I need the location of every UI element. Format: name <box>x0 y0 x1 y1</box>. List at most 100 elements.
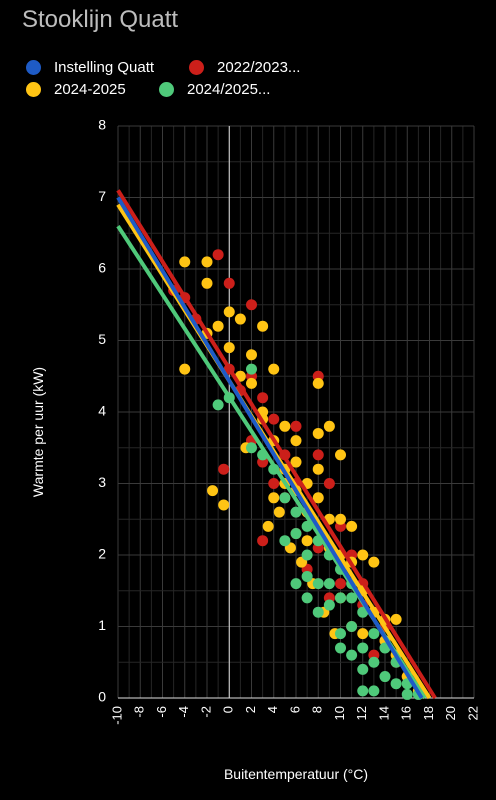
data-point <box>268 363 280 375</box>
data-point <box>218 463 230 475</box>
legend-item-2024-2025-dots[interactable]: 2024/2025... <box>159 80 270 100</box>
data-point <box>273 506 285 518</box>
data-point <box>312 492 324 504</box>
data-point <box>223 306 235 318</box>
data-point <box>290 420 302 432</box>
data-point <box>212 399 224 411</box>
data-point <box>246 299 257 311</box>
data-point <box>368 628 380 640</box>
legend-item-2024-2025[interactable]: 2024-2025 <box>26 80 126 100</box>
data-point <box>268 478 280 489</box>
x-tick-label: 14 <box>376 706 391 720</box>
data-point <box>323 578 335 590</box>
data-point <box>401 688 413 700</box>
data-point <box>312 463 324 475</box>
y-tick-label: 7 <box>98 188 106 204</box>
x-tick-label: 6 <box>287 706 302 713</box>
x-tick-label: -8 <box>132 706 147 718</box>
data-point <box>335 449 346 461</box>
data-point <box>290 528 302 540</box>
legend-dot-icon <box>189 59 204 75</box>
y-tick-label: 8 <box>98 117 106 133</box>
data-point <box>223 342 235 354</box>
data-point <box>346 592 358 604</box>
series-line <box>116 196 424 700</box>
series-line <box>116 189 437 700</box>
data-point <box>179 256 191 268</box>
data-point <box>212 320 224 332</box>
data-point <box>390 678 402 690</box>
x-tick-label: -2 <box>198 706 213 718</box>
data-point <box>323 478 335 489</box>
data-point <box>312 377 324 389</box>
x-axis-label: Buitentemperatuur (°C) <box>223 766 369 782</box>
data-point <box>357 663 369 675</box>
data-point <box>335 578 346 590</box>
data-point <box>246 363 257 375</box>
x-tick-label: 12 <box>354 706 369 720</box>
y-tick-label: 1 <box>98 617 106 633</box>
data-point <box>357 549 369 561</box>
data-point <box>390 613 402 625</box>
data-point <box>246 442 257 454</box>
y-axis-label: Warmte per uur (kW) <box>30 366 46 498</box>
data-point <box>368 556 380 568</box>
data-point <box>335 642 346 654</box>
data-point <box>312 449 324 461</box>
data-point <box>268 413 280 425</box>
data-point <box>357 642 369 654</box>
data-point <box>368 685 380 697</box>
data-point <box>346 649 358 661</box>
data-point <box>279 535 291 547</box>
x-tick-label: 20 <box>443 706 458 720</box>
data-point <box>357 685 369 697</box>
chart-title: Stooklijn Quatt <box>22 6 179 33</box>
data-point <box>201 256 213 268</box>
legend-item-2022-2023[interactable]: 2022/2023... <box>189 58 300 78</box>
y-tick-label: 5 <box>98 331 106 347</box>
data-point <box>290 578 302 590</box>
data-point <box>346 621 358 632</box>
x-tick-label: 18 <box>421 706 436 720</box>
x-tick-label: -10 <box>109 706 124 725</box>
data-point <box>257 392 269 404</box>
data-point <box>246 349 257 361</box>
data-point <box>179 363 191 375</box>
data-point <box>257 320 269 332</box>
data-point <box>301 592 313 604</box>
data-point <box>312 427 324 439</box>
data-point <box>346 520 358 532</box>
x-tick-label: 2 <box>243 706 258 713</box>
x-tick-label: 16 <box>399 706 414 720</box>
data-point <box>279 492 291 504</box>
y-tick-label: 3 <box>98 474 106 490</box>
data-point <box>368 656 380 668</box>
data-point <box>262 520 274 532</box>
data-point <box>301 549 313 561</box>
legend-dot-icon <box>26 59 41 75</box>
data-point <box>223 277 235 289</box>
data-point <box>290 506 302 518</box>
x-tick-label: -4 <box>176 706 191 718</box>
legend-label: 2022/2023... <box>217 59 301 76</box>
y-tick-label: 4 <box>98 403 106 419</box>
x-tick-label: 22 <box>465 706 480 720</box>
x-tick-label: -6 <box>154 706 169 718</box>
data-point <box>312 606 324 618</box>
x-tick-label: 0 <box>221 706 236 713</box>
data-point <box>335 592 346 604</box>
legend-dot-icon <box>26 81 41 97</box>
legend-dot-icon <box>159 81 174 97</box>
data-point <box>218 499 230 511</box>
data-point <box>234 313 246 325</box>
data-point <box>301 535 313 547</box>
x-tick-label: 10 <box>332 706 347 720</box>
legend-label: Instelling Quatt <box>54 59 155 76</box>
data-point <box>335 628 346 640</box>
legend-item-instelling-quatt[interactable]: Instelling Quatt <box>26 58 154 78</box>
data-point <box>301 570 313 582</box>
x-tick-label: 4 <box>265 706 280 713</box>
data-point <box>212 249 224 261</box>
data-point <box>290 456 302 468</box>
